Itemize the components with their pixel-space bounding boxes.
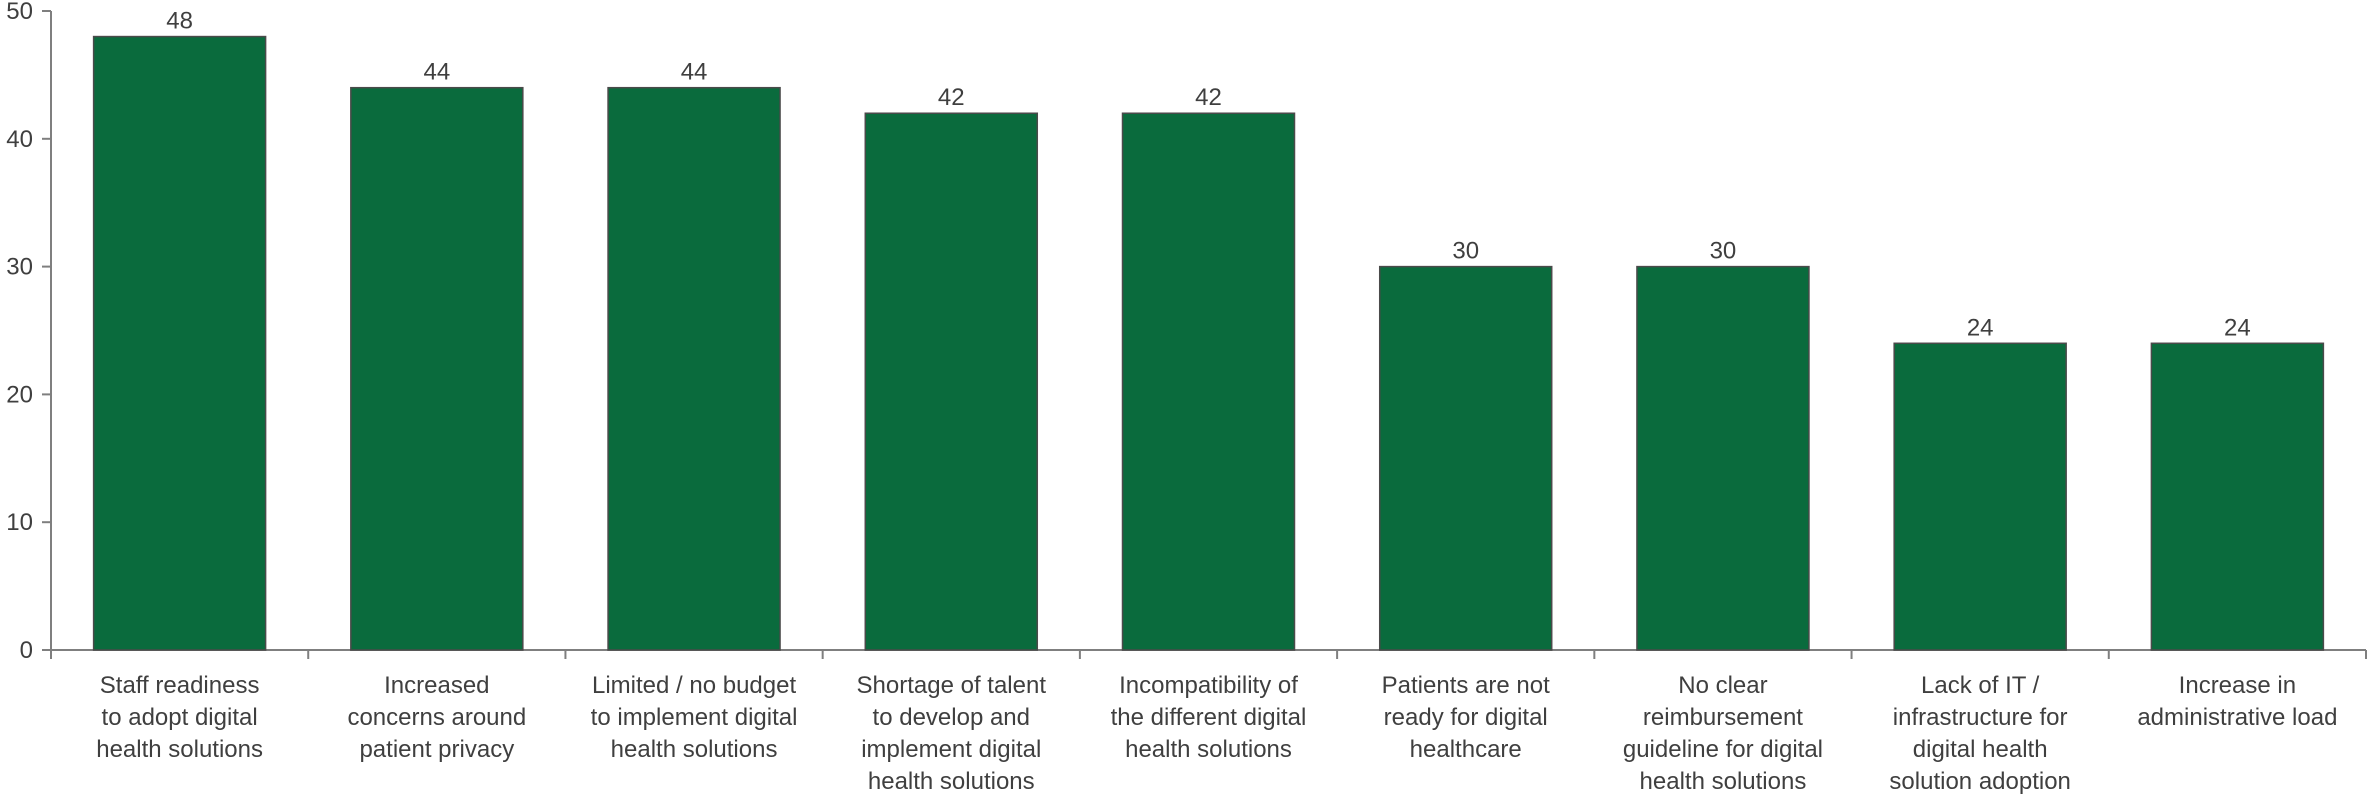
y-tick-label: 10 bbox=[6, 509, 33, 536]
category-label-line: Incompatibility of bbox=[1119, 672, 1298, 699]
category-label-line: concerns around bbox=[347, 704, 526, 731]
category-label-line: the different digital bbox=[1111, 704, 1307, 731]
category-label-line: reimbursement bbox=[1643, 704, 1803, 731]
category-label: Staff readiness to adopt digital health so… bbox=[96, 672, 263, 763]
category-labels: Staff readiness to adopt digital health so… bbox=[96, 672, 2337, 795]
category-label-line: Limited / no budget bbox=[592, 672, 796, 699]
category-label-line: guideline for digital bbox=[1623, 736, 1823, 763]
category-label-line: Shortage of talent bbox=[857, 672, 1047, 699]
x-axis bbox=[50, 649, 2367, 659]
data-label: 42 bbox=[1195, 84, 1222, 111]
category-label-line: health solutions bbox=[1125, 736, 1292, 763]
y-tick-label: 20 bbox=[6, 381, 33, 408]
category-label: Incompatibility of the different digital h… bbox=[1111, 672, 1307, 763]
data-label: 42 bbox=[938, 84, 965, 111]
data-label: 30 bbox=[1452, 238, 1479, 265]
category-label-line: to implement digital bbox=[591, 704, 798, 731]
data-label: 24 bbox=[2224, 314, 2251, 341]
category-label-line: digital health bbox=[1913, 736, 2048, 763]
category-label-line: health solutions bbox=[1640, 768, 1807, 795]
category-label-line: administrative load bbox=[2137, 704, 2337, 731]
category-label-line: health solutions bbox=[868, 768, 1035, 795]
category-label-line: Increased bbox=[384, 672, 489, 699]
bar bbox=[1893, 342, 2067, 651]
category-label-line: solution adoption bbox=[1889, 768, 2070, 795]
y-axis: 0 10 20 30 40 50 bbox=[6, 0, 52, 664]
data-label: 44 bbox=[681, 59, 708, 86]
bar bbox=[1378, 265, 1553, 651]
category-label: Limited / no budget to implement digital h… bbox=[591, 672, 798, 763]
category-label: No clear reimbursement guideline for digit… bbox=[1623, 672, 1823, 795]
bar bbox=[2150, 342, 2325, 651]
bar bbox=[1121, 112, 1296, 651]
bar bbox=[607, 86, 781, 651]
category-label-line: Staff readiness bbox=[100, 672, 260, 699]
data-label: 44 bbox=[423, 59, 450, 86]
data-label: 24 bbox=[1967, 314, 1994, 341]
data-label: 48 bbox=[166, 8, 193, 35]
category-label-line: health solutions bbox=[96, 736, 263, 763]
bars bbox=[92, 35, 2325, 651]
category-label: Patients are not ready for digital healthc… bbox=[1382, 672, 1550, 763]
data-labels: 48 44 44 42 42 30 30 24 24 bbox=[166, 8, 2250, 342]
y-tick-label: 30 bbox=[6, 254, 33, 281]
category-label-line: infrastructure for bbox=[1893, 704, 2068, 731]
category-label: Shortage of talent to develop and implemen… bbox=[857, 672, 1047, 795]
y-tick-label: 40 bbox=[6, 126, 33, 153]
category-label-line: health solutions bbox=[611, 736, 778, 763]
category-label: Lack of IT / infrastructure for digital he… bbox=[1889, 672, 2070, 795]
bar bbox=[864, 112, 1039, 651]
category-label: Increased concerns around patient privacy bbox=[347, 672, 526, 763]
bar bbox=[1636, 265, 1810, 651]
category-label-line: to adopt digital bbox=[102, 704, 258, 731]
category-label-line: Lack of IT / bbox=[1921, 672, 2040, 699]
category-label-line: ready for digital bbox=[1384, 704, 1548, 731]
y-tick-label: 0 bbox=[20, 637, 33, 664]
category-label: Increase in administrative load bbox=[2137, 672, 2337, 731]
category-label-line: patient privacy bbox=[359, 736, 514, 763]
category-label-line: healthcare bbox=[1410, 736, 1522, 763]
data-label: 30 bbox=[1710, 238, 1737, 265]
category-label-line: Increase in bbox=[2179, 672, 2296, 699]
y-tick-label: 50 bbox=[6, 0, 33, 25]
bar bbox=[92, 35, 267, 651]
category-label-line: Patients are not bbox=[1382, 672, 1550, 699]
bar bbox=[350, 86, 524, 651]
category-label-line: implement digital bbox=[861, 736, 1041, 763]
category-label-line: to develop and bbox=[873, 704, 1030, 731]
category-label-line: No clear bbox=[1678, 672, 1767, 699]
